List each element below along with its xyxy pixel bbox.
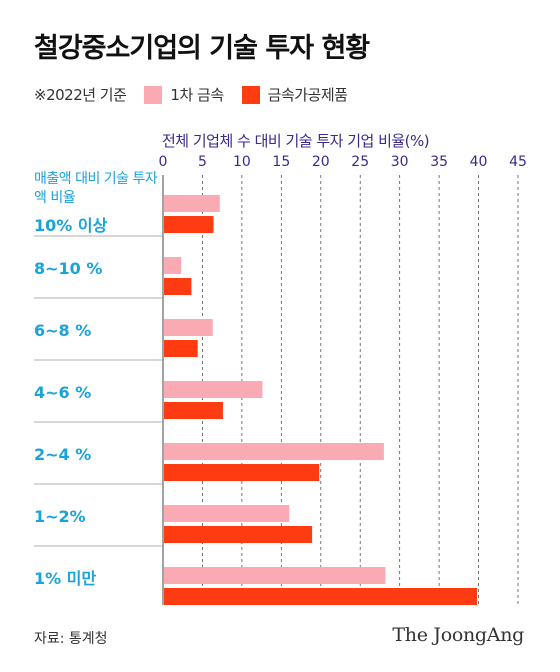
category-label: 1% 미만 bbox=[34, 569, 96, 588]
bar-fabricated-metal bbox=[164, 588, 477, 605]
legend: ※2022년 기준 1차 금속 금속가공제품 bbox=[34, 84, 348, 105]
bar-primary-metal bbox=[164, 505, 290, 522]
legend-item-primary-metal: 1차 금속 bbox=[126, 84, 224, 105]
x-tick-label: 35 bbox=[430, 154, 448, 170]
x-tick-label: 25 bbox=[351, 154, 369, 170]
bar-fabricated-metal bbox=[164, 340, 198, 357]
bar-fabricated-metal bbox=[164, 402, 223, 419]
category-label: 1~2% bbox=[34, 507, 86, 526]
legend-swatch-primary-metal bbox=[144, 85, 163, 104]
bar-primary-metal bbox=[164, 567, 386, 584]
legend-swatch-fabricated-metal bbox=[241, 85, 260, 104]
legend-label-primary-metal: 1차 금속 bbox=[170, 86, 224, 104]
x-axis-title: 전체 기업체 수 대비 기술 투자 기업 비율(%) bbox=[162, 132, 430, 150]
bar-fabricated-metal bbox=[164, 464, 320, 481]
brand-logo: The JoongAng bbox=[392, 624, 524, 646]
bar-fabricated-metal bbox=[164, 278, 192, 295]
category-label: 6~8 % bbox=[34, 321, 91, 340]
x-tick-label: 0 bbox=[159, 154, 168, 170]
legend-label-fabricated-metal: 금속가공제품 bbox=[267, 86, 348, 104]
bar-primary-metal bbox=[164, 257, 182, 274]
x-tick-label: 45 bbox=[509, 154, 527, 170]
x-tick-label: 30 bbox=[391, 154, 409, 170]
x-tick-label: 10 bbox=[233, 154, 251, 170]
bar-fabricated-metal bbox=[164, 526, 313, 543]
bar-primary-metal bbox=[164, 443, 384, 460]
bar-primary-metal bbox=[164, 319, 213, 336]
x-tick-label: 20 bbox=[312, 154, 330, 170]
category-label: 2~4 % bbox=[34, 445, 91, 464]
category-label: 4~6 % bbox=[34, 383, 91, 402]
category-label: 8~10 % bbox=[34, 259, 102, 278]
bar-primary-metal bbox=[164, 381, 263, 398]
x-tick-label: 5 bbox=[198, 154, 207, 170]
bar-primary-metal bbox=[164, 195, 220, 212]
legend-note: ※2022년 기준 bbox=[34, 86, 127, 104]
legend-item-fabricated-metal: 금속가공제품 bbox=[224, 84, 348, 105]
category-label: 10% 이상 bbox=[34, 216, 108, 235]
x-tick-label: 40 bbox=[470, 154, 488, 170]
bar-fabricated-metal bbox=[164, 216, 214, 233]
y-axis-title: 매출액 대비 기술 투자액 비율 bbox=[34, 171, 158, 206]
x-tick-label: 15 bbox=[272, 154, 290, 170]
chart-title: 철강중소기업의 기술 투자 현황 bbox=[34, 33, 370, 64]
source-note: 자료: 통계청 bbox=[34, 631, 108, 647]
